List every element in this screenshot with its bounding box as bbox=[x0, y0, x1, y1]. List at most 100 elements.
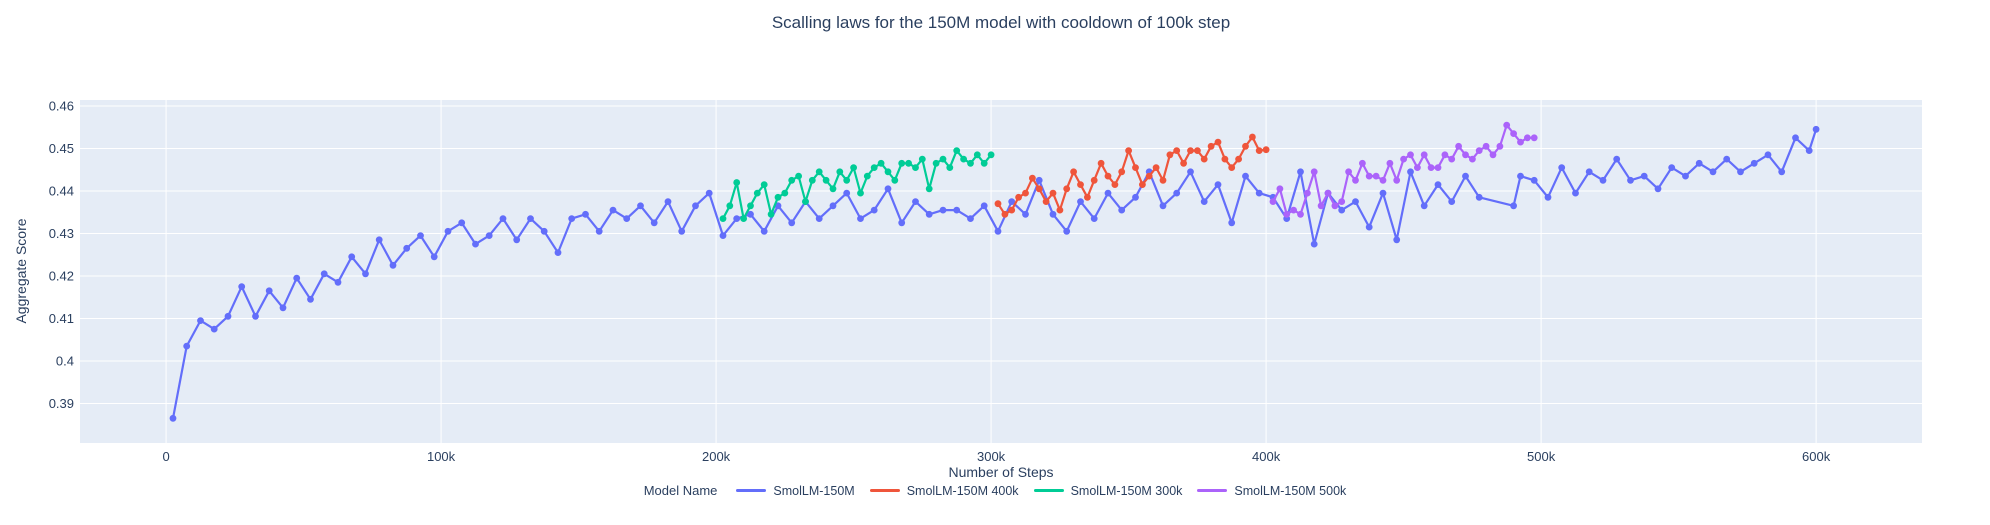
data-point[interactable] bbox=[939, 155, 947, 163]
data-point[interactable] bbox=[430, 253, 438, 261]
data-point[interactable] bbox=[987, 151, 995, 159]
data-point[interactable] bbox=[1063, 227, 1071, 235]
data-point[interactable] bbox=[1441, 151, 1449, 159]
data-point[interactable] bbox=[1297, 210, 1304, 218]
data-point[interactable] bbox=[1475, 147, 1483, 155]
data-point[interactable] bbox=[1778, 168, 1786, 176]
data-point[interactable] bbox=[1173, 147, 1181, 155]
data-point[interactable] bbox=[1090, 176, 1098, 184]
data-point[interactable] bbox=[781, 189, 789, 197]
data-point[interactable] bbox=[169, 414, 177, 422]
data-point[interactable] bbox=[1448, 155, 1456, 163]
data-point[interactable] bbox=[389, 261, 397, 269]
data-point[interactable] bbox=[1585, 168, 1593, 176]
data-point[interactable] bbox=[1737, 168, 1744, 176]
data-point[interactable] bbox=[1015, 193, 1022, 201]
data-point[interactable] bbox=[1448, 198, 1456, 206]
data-point[interactable] bbox=[1111, 181, 1119, 189]
data-point[interactable] bbox=[1524, 134, 1531, 142]
data-point[interactable] bbox=[1510, 202, 1517, 210]
data-point[interactable] bbox=[967, 159, 974, 167]
data-point[interactable] bbox=[444, 227, 452, 235]
data-point[interactable] bbox=[1056, 206, 1064, 214]
data-point[interactable] bbox=[1469, 155, 1476, 163]
data-point[interactable] bbox=[905, 159, 912, 167]
data-point[interactable] bbox=[857, 189, 864, 197]
data-point[interactable] bbox=[1310, 168, 1318, 176]
data-point[interactable] bbox=[1290, 206, 1297, 214]
data-point[interactable] bbox=[1544, 193, 1552, 201]
data-point[interactable] bbox=[760, 181, 768, 189]
data-point[interactable] bbox=[1310, 240, 1318, 248]
data-point[interactable] bbox=[925, 185, 933, 193]
data-point[interactable] bbox=[829, 185, 837, 193]
data-point[interactable] bbox=[1455, 142, 1462, 150]
data-point[interactable] bbox=[1180, 159, 1187, 167]
data-point[interactable] bbox=[513, 236, 521, 244]
data-point[interactable] bbox=[1297, 168, 1304, 176]
data-point[interactable] bbox=[1572, 189, 1579, 197]
data-point[interactable] bbox=[1530, 134, 1538, 142]
data-point[interactable] bbox=[403, 244, 411, 252]
data-point[interactable] bbox=[740, 215, 747, 223]
data-point[interactable] bbox=[891, 176, 899, 184]
data-point[interactable] bbox=[960, 155, 967, 163]
data-point[interactable] bbox=[1359, 159, 1366, 167]
data-point[interactable] bbox=[843, 176, 851, 184]
data-point[interactable] bbox=[1750, 159, 1758, 167]
data-point[interactable] bbox=[1166, 151, 1174, 159]
data-point[interactable] bbox=[210, 325, 218, 333]
data-point[interactable] bbox=[760, 227, 768, 235]
data-point[interactable] bbox=[1434, 164, 1442, 172]
data-point[interactable] bbox=[1008, 206, 1016, 214]
data-point[interactable] bbox=[1242, 172, 1249, 180]
data-point[interactable] bbox=[1221, 155, 1229, 163]
data-point[interactable] bbox=[1152, 164, 1160, 172]
data-point[interactable] bbox=[953, 147, 961, 155]
data-point[interactable] bbox=[1510, 130, 1517, 138]
data-point[interactable] bbox=[1386, 159, 1394, 167]
data-point[interactable] bbox=[1517, 138, 1524, 146]
data-point[interactable] bbox=[568, 215, 576, 223]
data-point[interactable] bbox=[1393, 176, 1401, 184]
data-point[interactable] bbox=[795, 172, 802, 180]
data-point[interactable] bbox=[925, 210, 933, 218]
legend-item-SmolLM-150M 300k[interactable]: SmolLM-150M 300k bbox=[1033, 484, 1182, 498]
data-point[interactable] bbox=[863, 172, 871, 180]
data-point[interactable] bbox=[719, 232, 727, 240]
data-point[interactable] bbox=[1517, 172, 1524, 180]
data-point[interactable] bbox=[1407, 151, 1414, 159]
data-point[interactable] bbox=[1812, 125, 1820, 133]
data-point[interactable] bbox=[1200, 198, 1208, 206]
data-point[interactable] bbox=[1393, 236, 1401, 244]
data-point[interactable] bbox=[334, 278, 342, 286]
data-point[interactable] bbox=[1035, 185, 1043, 193]
data-point[interactable] bbox=[733, 215, 741, 223]
data-point[interactable] bbox=[1049, 210, 1057, 218]
data-point[interactable] bbox=[650, 219, 658, 227]
data-point[interactable] bbox=[1682, 172, 1689, 180]
data-point[interactable] bbox=[1304, 189, 1311, 197]
data-point[interactable] bbox=[1187, 168, 1194, 176]
data-point[interactable] bbox=[884, 185, 892, 193]
legend-item-SmolLM-150M[interactable]: SmolLM-150M bbox=[736, 484, 855, 498]
data-point[interactable] bbox=[726, 202, 734, 210]
data-point[interactable] bbox=[554, 249, 562, 256]
data-point[interactable] bbox=[1132, 164, 1139, 172]
data-point[interactable] bbox=[1414, 164, 1421, 172]
data-point[interactable] bbox=[898, 159, 906, 167]
data-point[interactable] bbox=[1214, 138, 1222, 146]
data-point[interactable] bbox=[1599, 176, 1607, 184]
data-point[interactable] bbox=[499, 215, 507, 223]
data-point[interactable] bbox=[595, 227, 603, 235]
data-point[interactable] bbox=[1104, 172, 1112, 180]
data-point[interactable] bbox=[753, 189, 761, 197]
data-point[interactable] bbox=[238, 283, 246, 290]
data-point[interactable] bbox=[1640, 172, 1648, 180]
data-point[interactable] bbox=[1173, 189, 1181, 197]
data-point[interactable] bbox=[1352, 176, 1359, 184]
data-point[interactable] bbox=[1365, 172, 1373, 180]
data-point[interactable] bbox=[877, 159, 885, 167]
data-point[interactable] bbox=[1482, 142, 1490, 150]
data-point[interactable] bbox=[1365, 223, 1373, 231]
